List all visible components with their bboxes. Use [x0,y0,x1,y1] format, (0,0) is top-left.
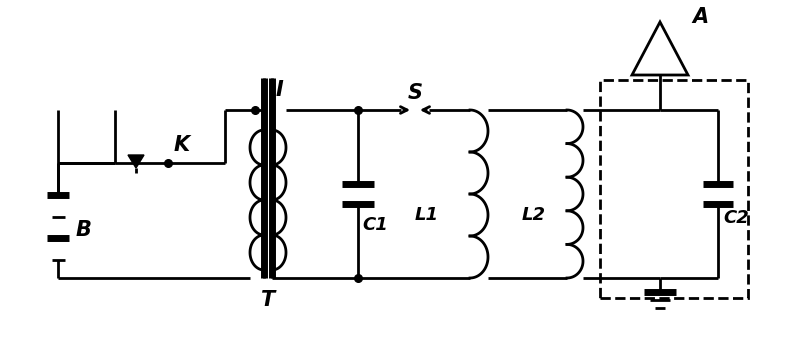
Text: A: A [692,7,708,27]
Polygon shape [128,155,144,168]
Text: K: K [174,135,190,155]
Text: C1: C1 [362,216,388,234]
Text: S: S [407,83,422,103]
Text: L2: L2 [522,206,546,224]
Text: L1: L1 [415,206,439,224]
Text: B: B [76,220,92,240]
Text: C2: C2 [723,209,749,227]
Text: T: T [261,290,275,310]
Text: I: I [276,80,284,100]
